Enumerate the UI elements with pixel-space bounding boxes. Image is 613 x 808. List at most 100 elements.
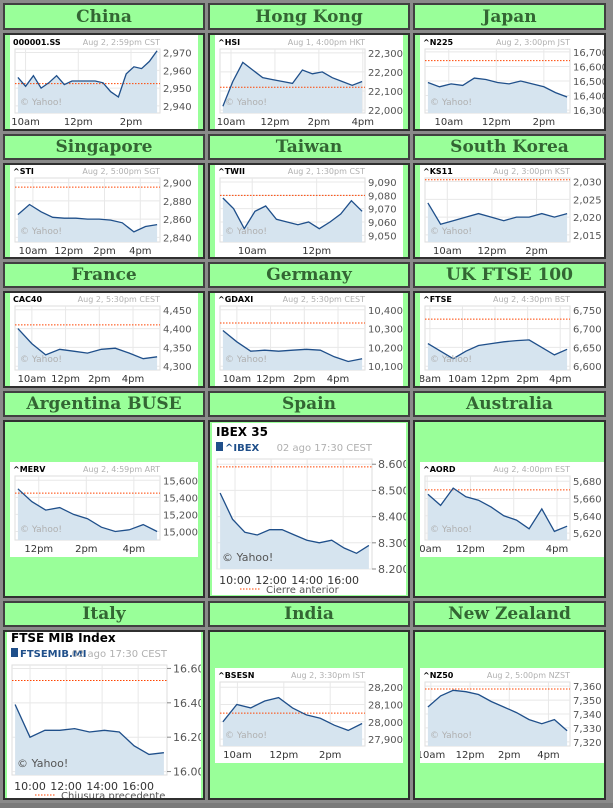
y-tick-label: 8.200	[378, 563, 406, 576]
y-tick-label: 28,100	[368, 700, 403, 711]
y-tick-label: 10,300	[368, 325, 403, 336]
symbol-label: ^NZ50	[423, 671, 454, 680]
x-tick-label: 16:00	[122, 780, 154, 793]
france-chart: 4,300 4,350 4,400 4,450 10am 12pm 2pm 4pm © Yaho…	[10, 293, 198, 386]
symbol-label: FTSEMIB.MI	[20, 649, 86, 660]
y-tick-label: 2,950	[163, 84, 192, 95]
x-tick-label: 12pm	[54, 246, 83, 257]
y-tick-label: 8.500	[378, 484, 406, 497]
market-cell-hong-kong[interactable]: 22,000 22,100 22,200 22,300 10am 12pm 2pm 4pm © …	[208, 33, 410, 131]
x-tick-label: 4pm	[123, 544, 145, 555]
x-tick-label: 10am	[217, 117, 246, 128]
y-tick-label: 22,300	[368, 48, 403, 59]
timestamp: 02 ago 17:30 CEST	[277, 443, 373, 454]
y-tick-label: 4,350	[163, 343, 192, 354]
y-tick-label: 2,025	[573, 195, 602, 206]
market-title-singapore: Singapore	[3, 134, 205, 160]
y-tick-label: 10,100	[368, 362, 403, 373]
y-tick-label: 28,000	[368, 717, 403, 728]
price-area	[427, 487, 568, 540]
market-title-new-zealand: New Zealand	[413, 601, 606, 627]
y-tick-label: 9,060	[368, 218, 397, 229]
price-line	[427, 76, 568, 98]
y-tick-label: 6,700	[573, 325, 602, 336]
y-tick-label: 8.300	[378, 537, 406, 550]
x-tick-label: 2pm	[75, 544, 97, 555]
timestamp: Aug 2, 5:00pm SGT	[82, 167, 160, 176]
market-cell-argentina-buse[interactable]: 15,000 15,200 15,400 15,600 12pm 2pm 4pm © Yaho…	[3, 420, 205, 598]
market-title-india: India	[208, 601, 410, 627]
market-cell-india[interactable]: 27,900 28,000 28,100 28,200 10am 12pm 2pm © Yah…	[208, 630, 410, 800]
y-tick-label: 27,900	[368, 735, 403, 746]
x-tick-label: 12pm	[51, 374, 80, 385]
symbol-label: ^AORD	[423, 465, 456, 474]
y-tick-label: 16,400	[573, 91, 604, 102]
x-tick-label: 10am	[448, 374, 477, 385]
market-cell-italy[interactable]: 16.000 16.200 16.400 16.600 10:00 12:00 14:00 1…	[3, 630, 205, 800]
y-tick-label: 15,400	[163, 493, 198, 504]
china-chart: 2,940 2,950 2,960 2,970 10am 12pm 2pm © Yahoo! 0…	[10, 35, 198, 129]
market-title-japan: Japan	[413, 3, 606, 30]
price-line	[14, 704, 164, 756]
market-cell-taiwan[interactable]: 9,050 9,060 9,070 9,080 9,090 10am 12pm © Yahoo…	[208, 163, 410, 259]
y-tick-label: 7,330	[573, 723, 602, 734]
timestamp: Aug 2, 4:00pm EST	[493, 465, 570, 474]
market-cell-singapore[interactable]: 2,840 2,860 2,880 2,900 10am 12pm 2pm 4pm © Yaho…	[3, 163, 205, 259]
y-tick-label: 16,300	[573, 106, 604, 117]
y-tick-label: 22,100	[368, 87, 403, 98]
x-tick-label: 10:00	[14, 780, 46, 793]
market-title-china: China	[3, 3, 205, 30]
price-area	[15, 704, 164, 775]
y-tick-label: 22,000	[368, 106, 403, 117]
x-tick-label: 8am	[420, 374, 441, 385]
x-tick-label: 14:00	[291, 574, 323, 587]
price-area	[427, 339, 568, 370]
market-cell-australia[interactable]: 5,620 5,640 5,660 5,680 10am 12pm 2pm 4pm © Yaho…	[413, 420, 606, 598]
market-cell-spain[interactable]: 8.200 8.300 8.400 8.500 8.600 10:00 12:00 14:00…	[208, 420, 410, 598]
x-tick-label: 10am	[11, 117, 40, 128]
y-tick-label: 16.400	[173, 697, 201, 710]
yahoo-watermark: © Yahoo!	[225, 355, 267, 365]
market-cell-south-korea[interactable]: 2,015 2,020 2,025 2,030 10am 12pm 2pm © Yahoo! ^…	[413, 163, 606, 259]
yahoo-watermark: © Yahoo!	[430, 355, 472, 365]
market-cell-france[interactable]: 4,300 4,350 4,400 4,450 10am 12pm 2pm 4pm © Yaho…	[3, 291, 205, 388]
y-tick-label: 5,640	[573, 511, 602, 522]
y-tick-label: 5,620	[573, 529, 602, 540]
x-tick-label: 10am	[420, 750, 445, 761]
market-title-spain: Spain	[208, 391, 410, 417]
y-tick-label: 16.000	[173, 766, 201, 779]
x-tick-label: 14:00	[86, 780, 118, 793]
price-area	[17, 328, 158, 370]
y-tick-label: 2,020	[573, 213, 602, 224]
market-cell-new-zealand[interactable]: 7,320 7,330 7,340 7,350 7,360 10am 12pm 2pm 4pm ©…	[413, 630, 606, 800]
x-tick-label: 2pm	[93, 246, 115, 257]
timestamp: Aug 2, 4:30pm BST	[493, 295, 570, 304]
x-tick-label: 12:00	[50, 780, 82, 793]
x-tick-label: 2pm	[533, 117, 555, 128]
taiwan-chart: 9,050 9,060 9,070 9,080 9,090 10am 12pm © Yahoo…	[215, 165, 403, 257]
yahoo-watermark: © Yahoo!	[20, 98, 62, 108]
timestamp: Aug 2, 4:59pm ART	[83, 465, 160, 474]
market-title-italy: Italy	[3, 601, 205, 627]
market-cell-japan[interactable]: 16,300 16,400 16,500 16,600 16,700 10am 12pm 2p…	[413, 33, 606, 131]
timestamp: Aug 2, 5:30pm CEST	[283, 295, 365, 304]
yahoo-watermark: © Yahoo!	[225, 731, 267, 741]
timestamp: Aug 1, 4:00pm HKT	[288, 38, 365, 47]
y-tick-label: 9,050	[368, 231, 397, 242]
x-tick-label: 2pm	[525, 246, 547, 257]
market-cell-china[interactable]: 2,940 2,950 2,960 2,970 10am 12pm 2pm © Yahoo! 0…	[3, 33, 205, 131]
symbol-label: CAC40	[13, 295, 43, 304]
y-tick-label: 7,350	[573, 696, 602, 707]
market-title-uk-ftse-100: UK FTSE 100	[413, 262, 606, 288]
price-line	[427, 339, 568, 360]
price-line	[427, 486, 568, 532]
y-tick-label: 6,650	[573, 343, 602, 354]
x-tick-label: 2pm	[498, 750, 520, 761]
x-tick-label: 4pm	[549, 374, 571, 385]
y-tick-label: 28,200	[368, 683, 403, 694]
symbol-label: ^BSESN	[218, 671, 254, 680]
market-cell-germany[interactable]: 10,100 10,200 10,300 10,400 10am 12pm 2pm 4pm © …	[208, 291, 410, 388]
timestamp: Aug 2, 2:59pm CST	[83, 38, 160, 47]
market-cell-uk-ftse-100[interactable]: 6,600 6,650 6,700 6,750 8am 10am 12pm 2pm 4pm © Y…	[413, 291, 606, 388]
x-tick-label: 10am	[433, 246, 462, 257]
